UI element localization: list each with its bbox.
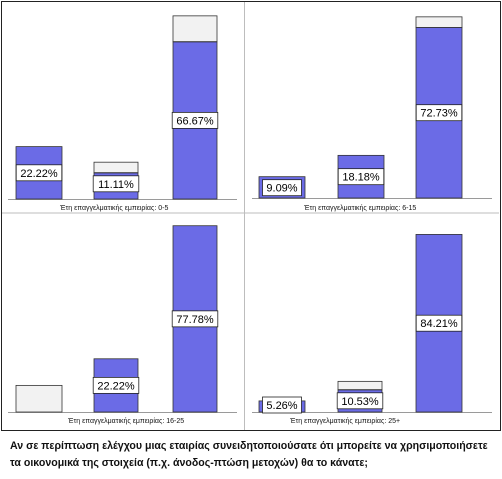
panel-1-data-label-box-2: [92, 175, 140, 193]
panel-2-data-label-2: 18.18%: [342, 172, 380, 184]
panel-3-data-label-2: 22.22%: [97, 380, 135, 392]
caption-line-2: τα οικονομικά της στοιχεία (π.χ. άνοδος-…: [10, 457, 368, 469]
panel-2-data-label-box-3: [415, 104, 463, 122]
panel-1-data-label-1: 22.22%: [20, 168, 58, 180]
panel-3-data-label-box-3: [171, 310, 219, 328]
panel-4-bar-2-light: [337, 380, 383, 391]
panel-3-label: Έτη επαγγελματικής εμπειρίας: 16-25: [67, 417, 184, 425]
question-caption: Αν σε περίπτωση ελέγχου μιας εταιρίας συ…: [10, 438, 500, 472]
panel-4-data-label-box-1: [262, 396, 302, 414]
panel-1-bar-3-light: [172, 15, 218, 43]
panel-4-data-label-2: 10.53%: [341, 396, 379, 408]
panel-1-bar-2-light: [93, 161, 139, 174]
panel-4-data-label-box-2: [336, 392, 384, 410]
panel-1-label: Έτη επαγγελματικής εμπειρίας: 0-5: [59, 204, 168, 212]
panel-2-data-label-box-1: [262, 179, 302, 197]
panel-2-data-label-3: 72.73%: [420, 108, 458, 120]
panel-1-data-label-box-1: [15, 164, 63, 182]
panel-2-label: Έτη επαγγελματικής εμπειρίας: 6-15: [303, 204, 416, 212]
panel-1-data-label-box-3: [171, 111, 219, 129]
panel-3-bar-1-light: [15, 384, 63, 413]
panel-2-data-label-box-2: [337, 168, 385, 186]
panel-1-data-label-2: 11.11%: [98, 179, 134, 191]
panel-4-data-label-box-3: [415, 314, 463, 332]
panel-3-data-label-3: 77.78%: [176, 314, 214, 326]
panel-2-data-label-1: 9.09%: [266, 183, 297, 195]
panel-2-bar-3-light: [415, 16, 463, 28]
panel-1-data-label-3: 66.67%: [176, 115, 214, 127]
panel-4-label: Έτη επαγγελματικής εμπειρίας: 25+: [289, 417, 400, 425]
panel-4-data-label-3: 84.21%: [420, 318, 458, 330]
panel-3-data-label-box-2: [92, 376, 140, 394]
caption-line-1: Αν σε περίπτωση ελέγχου μιας εταιρίας συ…: [10, 440, 488, 452]
panel-4-data-label-1: 5.26%: [266, 400, 297, 412]
